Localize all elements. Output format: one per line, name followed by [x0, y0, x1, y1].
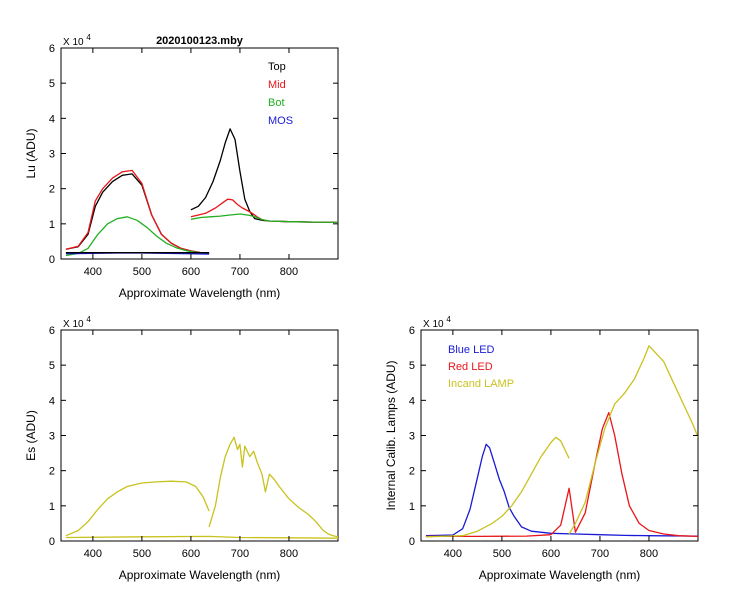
- y-exponent-label: X 10 4: [63, 315, 91, 330]
- y-exponent-label: X 10 4: [423, 315, 451, 330]
- plot-area: [60, 47, 339, 260]
- series-line-4: [568, 345, 698, 535]
- y-tick-label: 4: [49, 113, 55, 125]
- series-group: [425, 345, 698, 538]
- y-tick-label: 0: [409, 536, 415, 548]
- x-tick-label: 800: [640, 548, 658, 560]
- y-tick-label: 2: [49, 184, 55, 196]
- y-tick-label: 2: [409, 466, 415, 478]
- series-line-1: [425, 443, 698, 537]
- x-tick-label: 400: [84, 266, 102, 278]
- series-group: [65, 436, 338, 539]
- y-tick-label: 4: [49, 395, 55, 407]
- chart-panel-1: 400 500 600 700 800 0 1 2 3 4 5 6 X 10 4 2020100123.m…: [24, 33, 339, 300]
- y-tick-label: 3: [49, 149, 55, 161]
- chart-panel-3: 400 500 600 700 800 0 1 2 3 4 5 6 X 10 4 Approximate …: [384, 315, 699, 582]
- y-tick-label: 6: [409, 325, 415, 337]
- x-tick-label: 600: [182, 548, 200, 560]
- x-tick-label: 700: [591, 548, 609, 560]
- plot-area: [420, 329, 699, 542]
- x-tick-label: 600: [542, 548, 560, 560]
- y-tick-label: 5: [49, 360, 55, 372]
- legend-entry: Top: [268, 61, 286, 73]
- y-axis-label: Lu (ADU): [24, 128, 38, 178]
- x-tick-label: 700: [231, 266, 249, 278]
- chart-panel-2: 400 500 600 700 800 0 1 2 3 4 5 6 X 10 4 Approximate …: [24, 315, 339, 582]
- y-axis-label: Es (ADU): [24, 410, 38, 461]
- y-axis-label: Internal Calib. Lamps (ADU): [384, 360, 398, 510]
- y-tick-label: 0: [49, 254, 55, 266]
- legend-entry: Blue LED: [448, 344, 495, 356]
- x-tick-label: 400: [444, 548, 462, 560]
- series-line-2: [425, 411, 698, 538]
- y-exponent-label: X 10 4: [63, 33, 91, 48]
- x-tick-label: 800: [280, 266, 298, 278]
- x-tick-label: 500: [493, 548, 511, 560]
- x-tick-label: 500: [133, 266, 151, 278]
- series-line-3: [65, 216, 210, 257]
- x-tick-label: 700: [231, 548, 249, 560]
- legend-entry: MOS: [268, 115, 293, 127]
- y-tick-label: 4: [409, 395, 415, 407]
- legend-entry: Incand LAMP: [448, 378, 514, 390]
- legend-entry: Bot: [268, 97, 285, 109]
- series-line-6: [190, 213, 338, 224]
- series-line-3: [425, 436, 570, 538]
- legend-entry: Mid: [268, 79, 286, 91]
- x-axis-label: Approximate Wavelength (nm): [479, 568, 641, 582]
- y-tick-label: 2: [49, 466, 55, 478]
- y-tick-label: 1: [409, 501, 415, 513]
- x-tick-label: 400: [84, 548, 102, 560]
- y-tick-label: 0: [49, 536, 55, 548]
- x-tick-label: 500: [133, 548, 151, 560]
- y-tick-label: 1: [49, 219, 55, 231]
- series-line-2: [208, 436, 338, 538]
- legend-entry: Red LED: [448, 361, 493, 373]
- x-tick-label: 800: [280, 548, 298, 560]
- series-line-3: [65, 535, 338, 539]
- series-group: [65, 128, 338, 257]
- y-tick-label: 6: [49, 43, 55, 55]
- chart-title: 2020100123.mby: [156, 35, 244, 47]
- y-tick-label: 3: [49, 431, 55, 443]
- y-tick-label: 1: [49, 501, 55, 513]
- y-tick-label: 5: [409, 360, 415, 372]
- y-tick-label: 5: [49, 78, 55, 90]
- series-line-2: [65, 169, 210, 255]
- x-axis-label: Approximate Wavelength (nm): [119, 286, 281, 300]
- plot-area: [60, 329, 339, 542]
- series-line-1: [65, 480, 210, 537]
- y-tick-label: 6: [49, 325, 55, 337]
- x-tick-label: 600: [182, 266, 200, 278]
- y-tick-label: 3: [409, 431, 415, 443]
- x-axis-label: Approximate Wavelength (nm): [119, 568, 281, 582]
